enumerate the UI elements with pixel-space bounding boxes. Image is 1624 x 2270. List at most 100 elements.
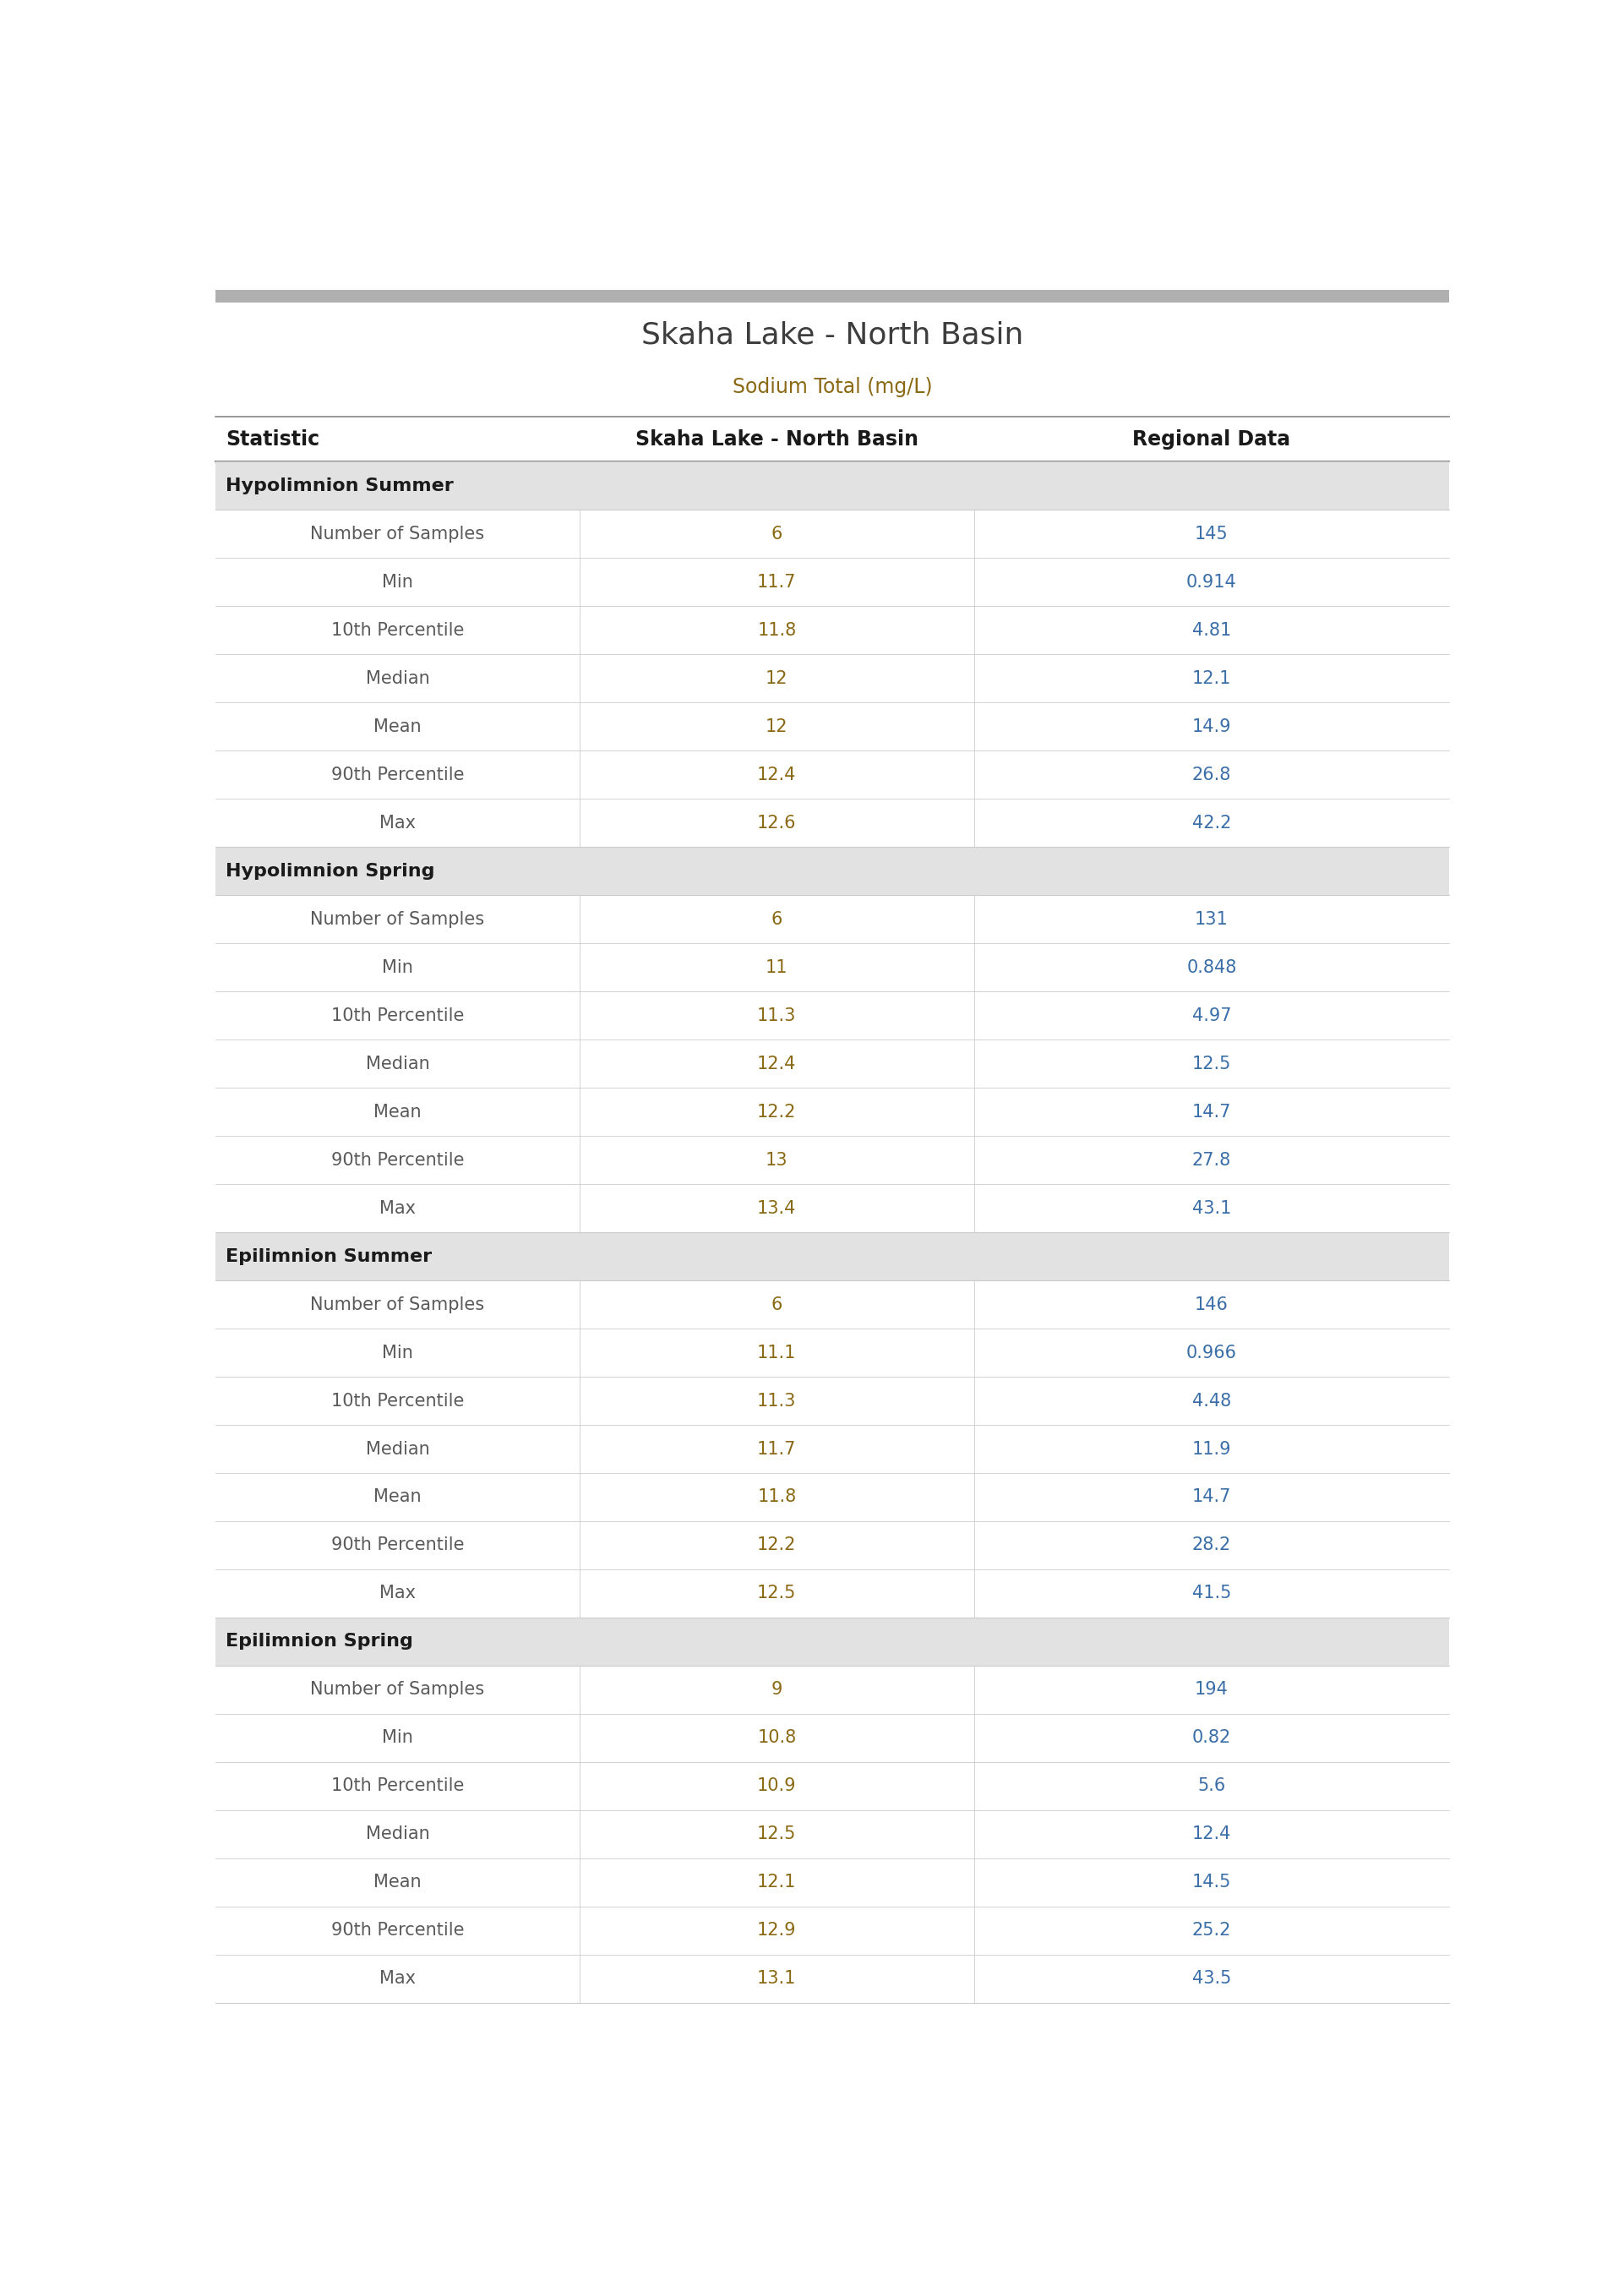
Text: 10th Percentile: 10th Percentile [331,622,464,638]
Text: 12.9: 12.9 [757,1923,796,1939]
Text: 10.8: 10.8 [757,1730,796,1746]
Text: 4.97: 4.97 [1192,1008,1231,1024]
Text: Hypolimnion Spring: Hypolimnion Spring [226,863,435,878]
Text: 13.4: 13.4 [757,1201,796,1217]
Bar [216,1135,1449,1185]
Bar [216,944,1449,992]
Text: 12.2: 12.2 [757,1103,796,1121]
Bar [216,1087,1449,1135]
Text: 11.3: 11.3 [757,1392,796,1410]
Text: 43.1: 43.1 [1192,1201,1231,1217]
Text: 14.7: 14.7 [1192,1103,1231,1121]
Text: 0.82: 0.82 [1192,1730,1231,1746]
Text: Hypolimnion Summer: Hypolimnion Summer [226,477,453,495]
Bar [216,606,1449,654]
Bar [216,1233,1449,1280]
Bar [216,701,1449,751]
Text: Epilimnion Spring: Epilimnion Spring [226,1632,412,1650]
Text: Min: Min [382,1730,412,1746]
Text: 12.2: 12.2 [757,1537,796,1553]
Text: 10th Percentile: 10th Percentile [331,1777,464,1796]
Text: Statistic: Statistic [226,429,320,449]
Bar [216,1521,1449,1569]
Text: 25.2: 25.2 [1192,1923,1231,1939]
Text: 12.1: 12.1 [757,1875,796,1891]
Text: 9: 9 [771,1682,783,1698]
Text: Sodium Total (mg/L): Sodium Total (mg/L) [732,377,932,397]
Text: Number of Samples: Number of Samples [310,910,484,928]
Text: 14.5: 14.5 [1192,1875,1231,1891]
Text: Regional Data: Regional Data [1132,429,1291,449]
Text: 5.6: 5.6 [1197,1777,1226,1796]
Bar [216,1040,1449,1087]
Bar [216,461,1449,511]
Text: Epilimnion Summer: Epilimnion Summer [226,1249,432,1264]
Bar [216,1473,1449,1521]
Text: 26.8: 26.8 [1192,767,1231,783]
Text: 42.2: 42.2 [1192,815,1231,831]
Text: Min: Min [382,574,412,590]
Text: Max: Max [380,1970,416,1986]
Text: 13.1: 13.1 [757,1970,796,1986]
Text: Mean: Mean [374,1103,422,1121]
Bar [216,418,1449,461]
Bar [216,1376,1449,1426]
Text: 12.4: 12.4 [757,767,796,783]
Text: Number of Samples: Number of Samples [310,1296,484,1312]
Bar [216,1762,1449,1809]
Text: Mean: Mean [374,1875,422,1891]
Text: 11.8: 11.8 [757,622,796,638]
Text: 6: 6 [771,524,783,543]
Text: 6: 6 [771,910,783,928]
Text: 27.8: 27.8 [1192,1151,1231,1169]
Bar [216,1666,1449,1714]
Text: 12.5: 12.5 [757,1825,796,1843]
Text: 14.7: 14.7 [1192,1489,1231,1505]
Bar [216,894,1449,944]
Text: Median: Median [365,1056,429,1071]
Bar [216,751,1449,799]
Text: 11.3: 11.3 [757,1008,796,1024]
Text: 90th Percentile: 90th Percentile [331,1537,464,1553]
Text: 90th Percentile: 90th Percentile [331,767,464,783]
Text: 0.914: 0.914 [1187,574,1237,590]
Text: 14.9: 14.9 [1192,717,1231,735]
Text: 13: 13 [765,1151,788,1169]
Bar [216,1954,1449,2002]
Text: 90th Percentile: 90th Percentile [331,1923,464,1939]
Text: Skaha Lake - North Basin: Skaha Lake - North Basin [641,320,1023,350]
Bar [216,558,1449,606]
Text: 43.5: 43.5 [1192,1970,1231,1986]
Bar [216,1809,1449,1859]
Text: Number of Samples: Number of Samples [310,524,484,543]
Text: 12.4: 12.4 [757,1056,796,1071]
Bar [216,1185,1449,1233]
Text: 146: 146 [1195,1296,1228,1312]
Text: 12.5: 12.5 [1192,1056,1231,1071]
Bar [216,291,1449,302]
Text: 12.1: 12.1 [1192,670,1231,688]
Text: 12: 12 [765,717,788,735]
Text: 4.81: 4.81 [1192,622,1231,638]
Text: 12.6: 12.6 [757,815,796,831]
Text: Median: Median [365,1441,429,1457]
Text: Skaha Lake - North Basin: Skaha Lake - North Basin [635,429,918,449]
Text: 11.7: 11.7 [757,1441,796,1457]
Text: 11: 11 [765,958,788,976]
Text: 10th Percentile: 10th Percentile [331,1392,464,1410]
Text: 194: 194 [1195,1682,1228,1698]
Bar [216,1280,1449,1328]
Bar [216,1569,1449,1619]
Text: Max: Max [380,1584,416,1603]
Text: Max: Max [380,815,416,831]
Text: Median: Median [365,1825,429,1843]
Text: 10th Percentile: 10th Percentile [331,1008,464,1024]
Bar [216,1328,1449,1376]
Bar [216,654,1449,701]
Text: 12.4: 12.4 [1192,1825,1231,1843]
Text: 11.1: 11.1 [757,1344,796,1362]
Text: Median: Median [365,670,429,688]
Text: 12.5: 12.5 [757,1584,796,1603]
Text: 41.5: 41.5 [1192,1584,1231,1603]
Bar [216,799,1449,847]
